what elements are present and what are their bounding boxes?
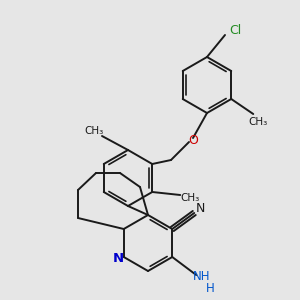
Text: CH₃: CH₃ [84,126,104,136]
Text: CH₃: CH₃ [181,193,200,203]
Text: CH₃: CH₃ [249,117,268,127]
Text: N: N [196,202,205,214]
Text: H: H [206,283,214,296]
Text: N: N [113,253,124,266]
Text: O: O [188,134,198,146]
Text: NH: NH [193,271,210,284]
Text: Cl: Cl [229,23,241,37]
